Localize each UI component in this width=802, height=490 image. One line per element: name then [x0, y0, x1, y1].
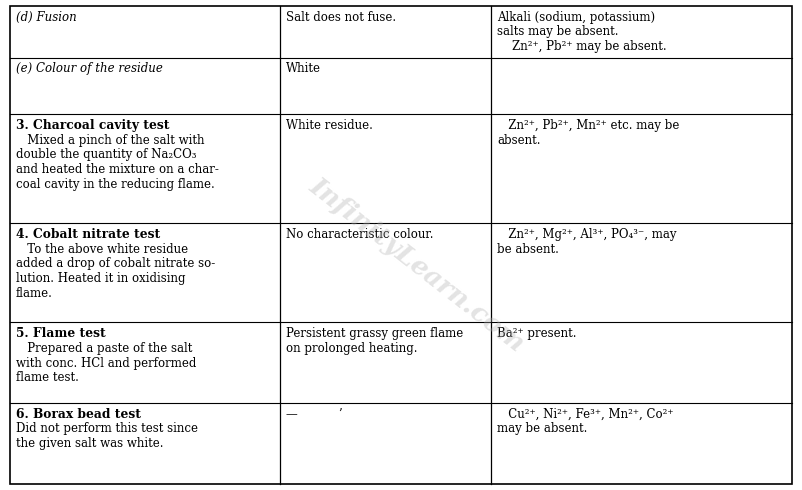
Text: 6. Borax bead test: 6. Borax bead test — [16, 408, 141, 421]
Text: Zn²⁺, Mg²⁺, Al³⁺, PO₄³⁻, may: Zn²⁺, Mg²⁺, Al³⁺, PO₄³⁻, may — [497, 228, 677, 241]
Text: Zn²⁺, Pb²⁺ may be absent.: Zn²⁺, Pb²⁺ may be absent. — [497, 40, 667, 53]
Text: may be absent.: may be absent. — [497, 422, 588, 436]
Text: be absent.: be absent. — [497, 243, 559, 256]
Text: Alkali (sodium, potassium): Alkali (sodium, potassium) — [497, 11, 655, 24]
Text: 4. Cobalt nitrate test: 4. Cobalt nitrate test — [16, 228, 160, 241]
Text: —           ’: — ’ — [286, 408, 342, 421]
Text: Zn²⁺, Pb²⁺, Mn²⁺ etc. may be: Zn²⁺, Pb²⁺, Mn²⁺ etc. may be — [497, 119, 680, 132]
Text: 5. Flame test: 5. Flame test — [16, 327, 106, 341]
Text: coal cavity in the reducing flame.: coal cavity in the reducing flame. — [16, 178, 215, 191]
Text: White residue.: White residue. — [286, 119, 373, 132]
Text: 3. Charcoal cavity test: 3. Charcoal cavity test — [16, 119, 169, 132]
Text: with conc. HCl and performed: with conc. HCl and performed — [16, 357, 196, 370]
Text: Did not perform this test since: Did not perform this test since — [16, 422, 198, 436]
Text: lution. Heated it in oxidising: lution. Heated it in oxidising — [16, 272, 185, 285]
Text: and heated the mixture on a char-: and heated the mixture on a char- — [16, 163, 219, 176]
Text: Mixed a pinch of the salt with: Mixed a pinch of the salt with — [16, 134, 205, 147]
Text: No characteristic colour.: No characteristic colour. — [286, 228, 434, 241]
Text: (e) Colour of the residue: (e) Colour of the residue — [16, 62, 163, 75]
Text: salts may be absent.: salts may be absent. — [497, 25, 619, 39]
Text: flame test.: flame test. — [16, 371, 79, 385]
Text: Cu²⁺, Ni²⁺, Fe³⁺, Mn²⁺, Co²⁺: Cu²⁺, Ni²⁺, Fe³⁺, Mn²⁺, Co²⁺ — [497, 408, 674, 421]
Text: (d) Fusion: (d) Fusion — [16, 11, 77, 24]
Text: flame.: flame. — [16, 287, 53, 300]
Text: White: White — [286, 62, 321, 75]
Text: Prepared a paste of the salt: Prepared a paste of the salt — [16, 342, 192, 355]
Text: added a drop of cobalt nitrate so-: added a drop of cobalt nitrate so- — [16, 257, 215, 270]
Text: on prolonged heating.: on prolonged heating. — [286, 342, 418, 355]
Text: InfinityLearn.com: InfinityLearn.com — [305, 173, 529, 356]
Text: absent.: absent. — [497, 134, 541, 147]
Text: Persistent grassy green flame: Persistent grassy green flame — [286, 327, 464, 341]
Text: To the above white residue: To the above white residue — [16, 243, 188, 256]
Text: double the quantity of Na₂CO₃: double the quantity of Na₂CO₃ — [16, 148, 196, 161]
Text: Ba²⁺ present.: Ba²⁺ present. — [497, 327, 577, 341]
Text: Salt does not fuse.: Salt does not fuse. — [286, 11, 396, 24]
Text: the given salt was white.: the given salt was white. — [16, 437, 164, 450]
